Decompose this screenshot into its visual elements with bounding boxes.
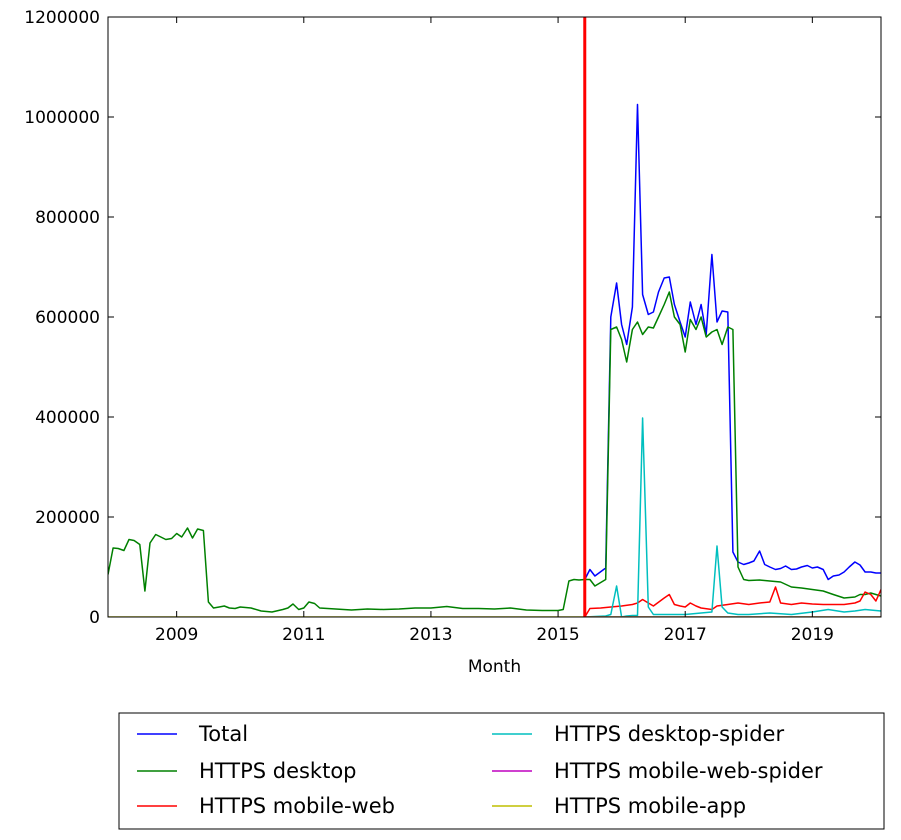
axis-ticks: 0 200000 400000 600000 800000 1000000 1200000 2…: [24, 8, 881, 645]
legend-label-https-mobile-app: HTTPS mobile-app: [554, 794, 746, 818]
legend-label-https-desktop: HTTPS desktop: [199, 759, 357, 783]
legend-label-https-desktop-spider: HTTPS desktop-spider: [554, 722, 784, 746]
x-tick-label: 2009: [155, 625, 198, 645]
series-line-https-mobile-web: [584, 586, 881, 617]
y-tick-label: 800000: [35, 208, 100, 228]
series-layer: [108, 103, 881, 617]
series-line-https-desktop: [108, 291, 881, 613]
legend-label-https-mobile-web-spider: HTTPS mobile-web-spider: [554, 759, 823, 783]
x-tick-label: 2017: [664, 625, 707, 645]
y-tick-label: 200000: [35, 508, 100, 528]
y-tick-label: 400000: [35, 408, 100, 428]
x-tick-label: 2013: [409, 625, 452, 645]
y-tick-label: 1200000: [24, 8, 100, 28]
x-tick-label: 2019: [791, 625, 834, 645]
x-tick-label: 2011: [282, 625, 325, 645]
x-tick-label: 2015: [536, 625, 579, 645]
legend: Total HTTPS desktop HTTPS mobile-web HTTPS …: [118, 712, 885, 830]
legend-label-total: Total: [198, 722, 248, 746]
series-line-total: [584, 103, 881, 581]
legend-label-https-mobile-web: HTTPS mobile-web: [199, 794, 395, 818]
y-tick-label: 1000000: [24, 108, 100, 128]
y-tick-label: 600000: [35, 308, 100, 328]
y-tick-label: 0: [89, 608, 100, 628]
x-axis-label: Month: [468, 657, 521, 677]
